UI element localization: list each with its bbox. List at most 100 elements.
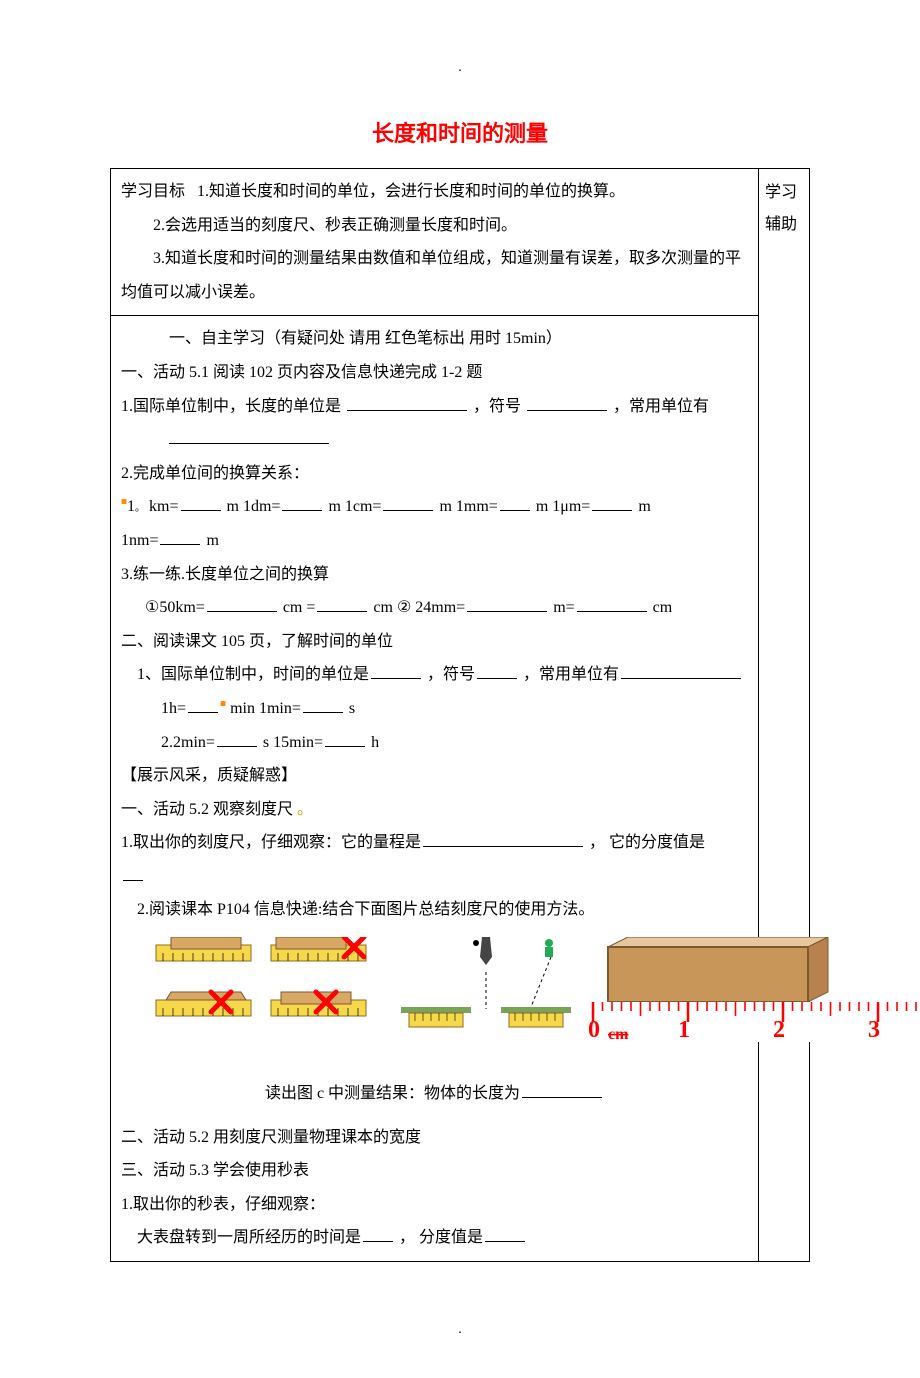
t1a: 1、国际单位制中，时间的单位是 — [137, 666, 369, 683]
blank — [207, 596, 277, 612]
s1-line: 1.取出你的刻度尺，仔细观察：它的量程是 ， 它的分度值是 — [121, 826, 748, 860]
blank — [282, 495, 322, 511]
q3: 3.练一练.长度单位之间的换算 — [121, 558, 748, 592]
blank — [522, 1082, 602, 1098]
activity-5-2b: 二、活动 5.2 用刻度尺测量物理课本的宽度 — [121, 1121, 748, 1155]
s1a: 1.取出你的刻度尺，仔细观察：它的量程是 — [121, 834, 421, 851]
w2b: ， 分度值是 — [399, 1229, 483, 1246]
q1-a: 1.国际单位制中，长度的单位是 — [121, 398, 341, 415]
blank — [500, 495, 530, 511]
blank — [181, 495, 221, 511]
body-section: 一、自主学习（有疑问处 请用 红色笔标出 用时 15min） 一、活动 5.1 … — [111, 316, 758, 1261]
t3c: h — [371, 734, 379, 751]
ruler-0: 0 — [588, 1017, 600, 1043]
conversion-line-1: ■1。 km= m 1dm= m 1cm= m 1mm= m 1μm= m — [121, 490, 748, 524]
blank — [317, 596, 367, 612]
s1b: ， 它的分度值是 — [589, 834, 705, 851]
conv-m6: m — [206, 532, 218, 549]
blank — [371, 663, 421, 679]
blank — [325, 731, 365, 747]
blank — [621, 663, 741, 679]
figure-a — [151, 937, 371, 1037]
activity-5-1: 一、活动 5.1 阅读 102 页内容及信息快递完成 1-2 题 — [121, 356, 748, 390]
goal-1: 1.知道长度和时间的单位，会进行长度和时间的单位的换算。 — [197, 183, 625, 200]
activity-5-3: 三、活动 5.3 学会使用秒表 — [121, 1154, 748, 1188]
blank — [188, 697, 218, 713]
footer-dot: . — [40, 1322, 880, 1338]
time-conv-1: 1h= ■ min 1min= s — [121, 692, 748, 726]
q3-line: ①50km= cm = cm ② 24mm= m= cm — [121, 591, 748, 625]
blank — [160, 529, 200, 545]
conv-mm: m 1mm= — [439, 498, 497, 515]
conversion-line-2: 1nm= m — [121, 524, 748, 558]
conv-km: km= — [149, 498, 178, 515]
q3-1d: m= — [553, 599, 574, 616]
reading-line: 读出图 c 中测量结果：物体的长度为 — [121, 1077, 748, 1111]
blank — [123, 865, 143, 881]
blank — [303, 697, 343, 713]
q1-line: 1.国际单位制中，长度的单位是 ，符号 ，常用单位有 — [121, 390, 748, 424]
q3-1c: cm ② 24mm= — [373, 599, 465, 616]
q1-c: ，常用单位有 — [613, 398, 709, 415]
conv-m5: m — [638, 498, 650, 515]
goal-3: 3.知道长度和时间的测量结果由数值和单位组成，知道测量有误差，取多次测量的平均值… — [121, 242, 748, 309]
goal-2: 2.会选用适当的刻度尺、秒表正确测量长度和时间。 — [121, 209, 517, 243]
selfstudy-heading: 一、自主学习（有疑问处 请用 红色笔标出 用时 15min） — [121, 322, 748, 356]
time-conv-2: 2.2min= s 15min= h — [121, 726, 748, 760]
marker-icon: 。 — [297, 801, 313, 818]
q2: 2.完成单位间的换算关系： — [121, 457, 748, 491]
side-l1: 学习 — [765, 177, 803, 209]
conv-nm: 1nm= — [121, 532, 158, 549]
q3-1a: ①50km= — [145, 599, 205, 616]
read-a: 读出图 c 中测量结果：物体的长度为 — [265, 1085, 520, 1102]
side-column: 学习 辅助 — [759, 169, 809, 1261]
time-unit-line: 1、国际单位制中，时间的单位是 ，符号 ，常用单位有 — [121, 658, 748, 692]
t2b: min 1min= — [230, 700, 301, 717]
blank — [527, 395, 607, 411]
blank — [577, 596, 647, 612]
figures-row: 0 cm 1 2 3 4 — [121, 927, 748, 1047]
figure-b — [391, 937, 591, 1037]
watch-2: 大表盘转到一周所经历的时间是 ， 分度值是 — [121, 1221, 748, 1255]
blank — [217, 731, 257, 747]
blank — [467, 596, 547, 612]
goals-section: 学习目标 1.知道长度和时间的单位，会进行长度和时间的单位的换算。 2.会选用适… — [111, 169, 758, 316]
blank — [592, 495, 632, 511]
t3a: 2.2min= — [161, 734, 215, 751]
watch-1: 1.取出你的秒表，仔细观察： — [121, 1188, 748, 1222]
t2a: 1h= — [161, 700, 186, 717]
ruler-unit: cm — [608, 1026, 629, 1043]
blank — [477, 663, 517, 679]
t1c: ，常用单位有 — [523, 666, 619, 683]
ruler-2: 2 — [773, 1017, 785, 1043]
page-title: 长度和时间的测量 — [40, 116, 880, 148]
ruler-3: 3 — [868, 1017, 880, 1043]
t2c: s — [349, 700, 355, 717]
figure-c: 0 cm 1 2 3 4 — [578, 937, 920, 1057]
main-column: 学习目标 1.知道长度和时间的单位，会进行长度和时间的单位的换算。 2.会选用适… — [111, 169, 759, 1261]
goals-lead: 学习目标 — [121, 183, 185, 200]
t3b: s 15min= — [263, 734, 323, 751]
conv-dm: m 1dm= — [227, 498, 281, 515]
q1-b: ，符号 — [473, 398, 521, 415]
s2-line: 2.阅读课本 P104 信息快递:结合下面图片总结刻度尺的使用方法。 — [121, 893, 748, 927]
act52-text: 一、活动 5.2 观察刻度尺 — [121, 801, 293, 818]
header-dot: . — [40, 60, 880, 76]
marker-icon: ■ — [220, 699, 226, 710]
side-l2: 辅助 — [765, 209, 803, 241]
blank — [347, 395, 467, 411]
q3-1e: cm — [653, 599, 673, 616]
conv-um: m 1μm= — [536, 498, 591, 515]
blank — [383, 495, 433, 511]
activity-5-2: 一、活动 5.2 观察刻度尺 。 — [121, 793, 748, 827]
blank — [423, 831, 583, 847]
q3-1b: cm = — [283, 599, 316, 616]
conv-cm: m 1cm= — [328, 498, 381, 515]
blank — [169, 428, 329, 444]
ruler-1: 1 — [678, 1017, 690, 1043]
show-heading: 【展示风采，质疑解惑】 — [121, 759, 748, 793]
conv-1: 1 — [127, 498, 135, 515]
blank — [363, 1226, 393, 1242]
w2a: 大表盘转到一周所经历的时间是 — [137, 1229, 361, 1246]
t1b: ，符号 — [427, 666, 475, 683]
